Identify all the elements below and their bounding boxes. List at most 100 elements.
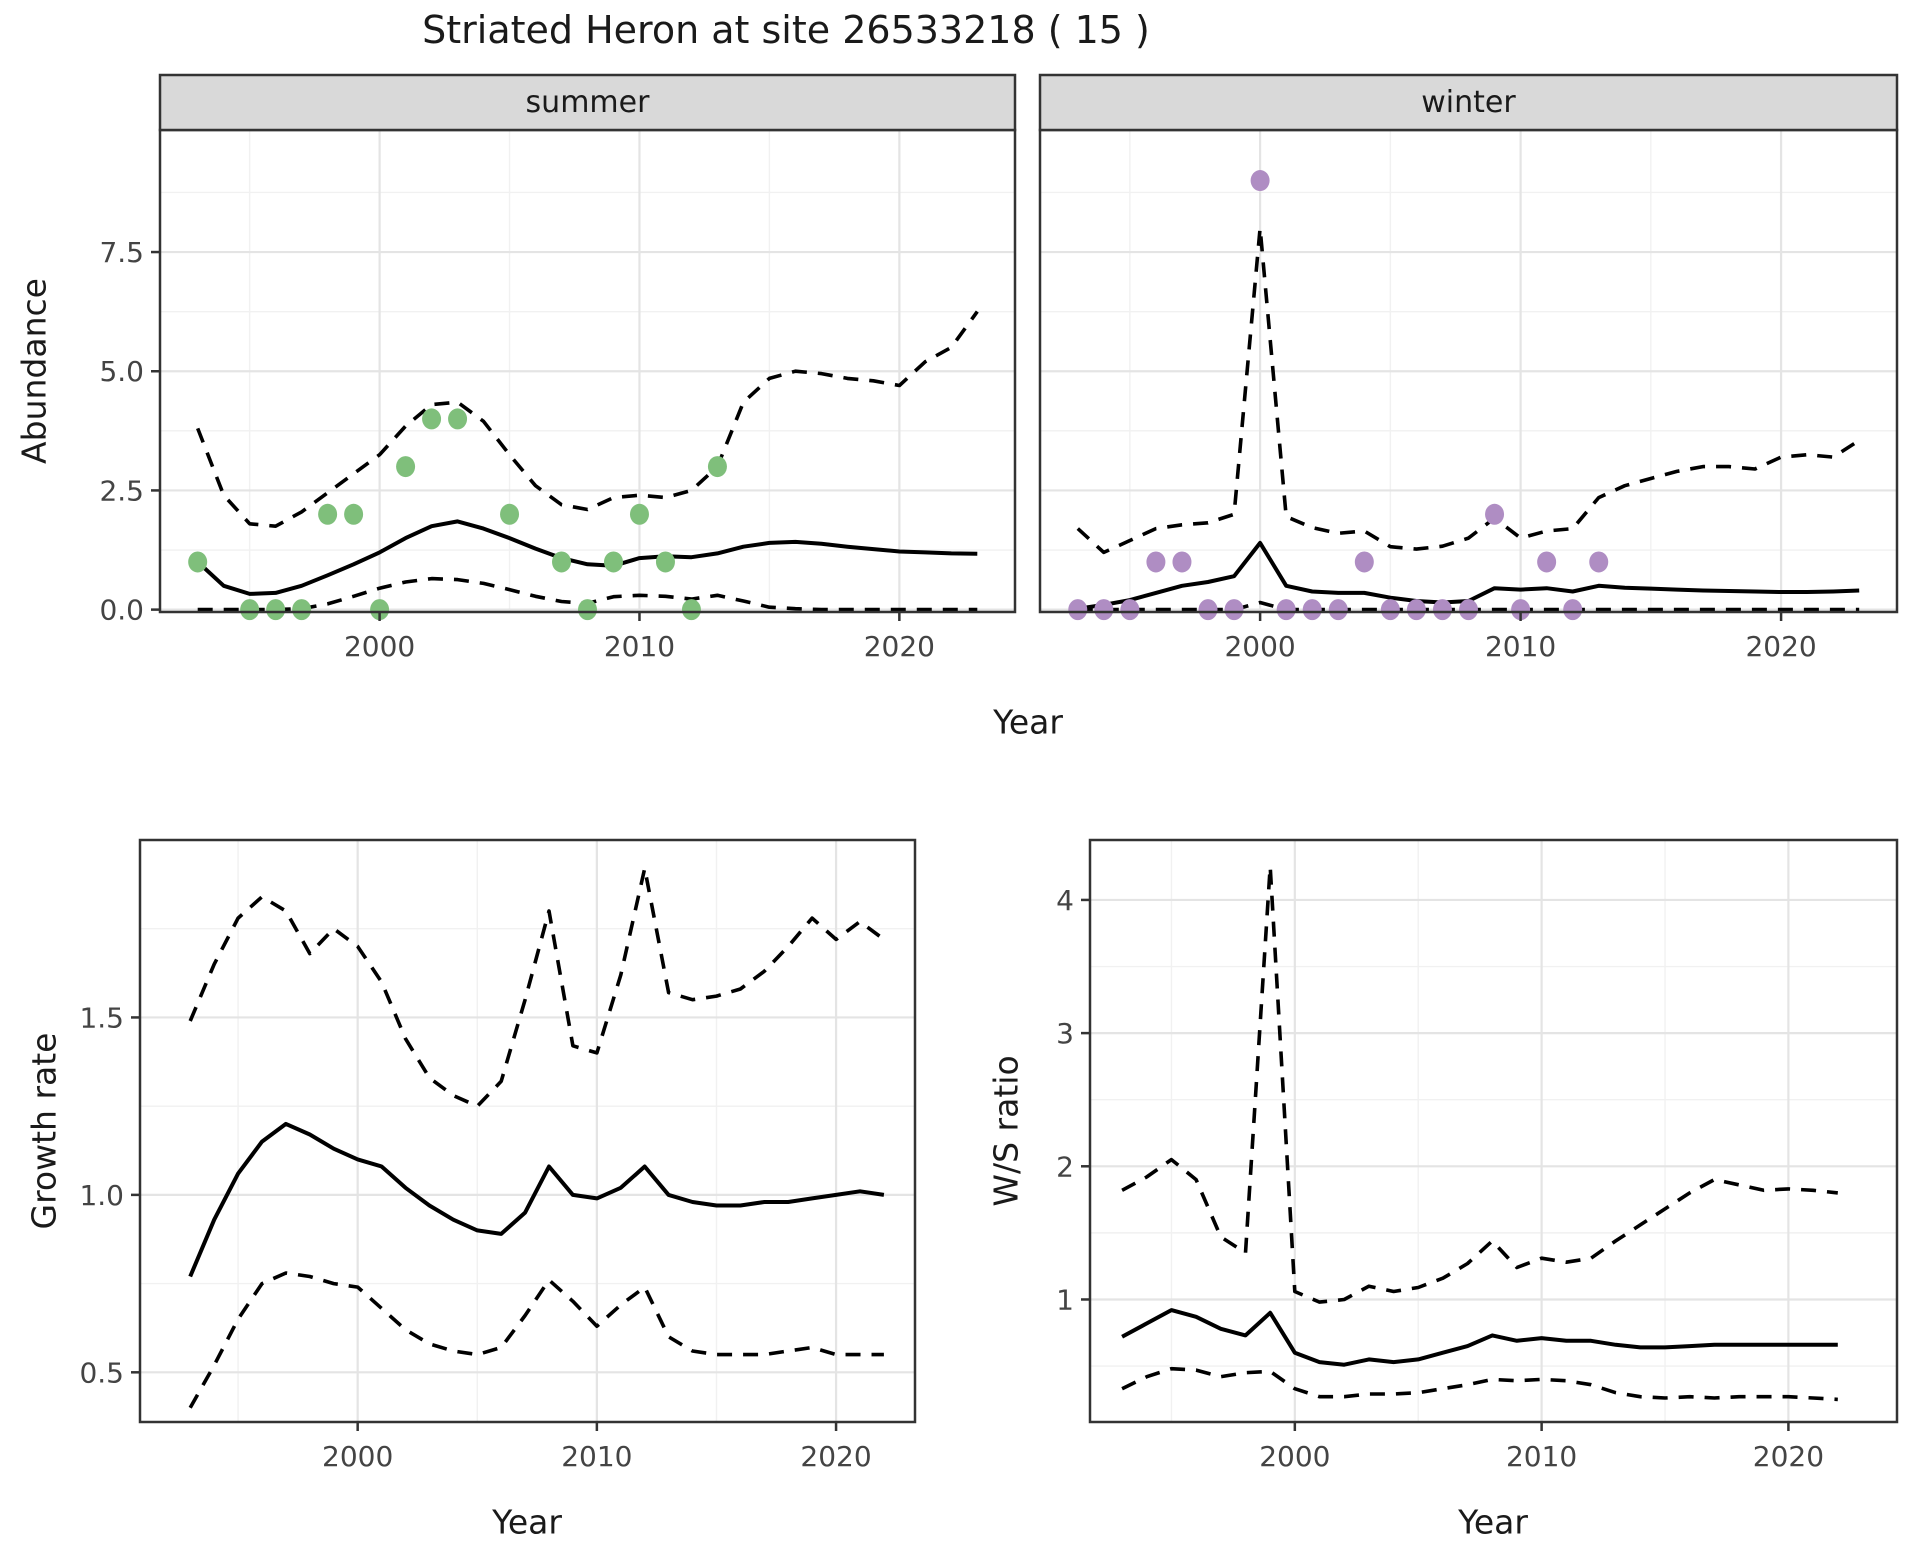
data-point xyxy=(552,551,572,573)
data-point xyxy=(448,408,468,430)
panel-border xyxy=(1088,838,1899,1424)
data-point xyxy=(603,551,623,573)
data-point xyxy=(1406,599,1426,621)
data-point xyxy=(1432,599,1452,621)
series-upper-ci-line xyxy=(188,866,885,1108)
y-axis-title-abundance: Abundance xyxy=(14,278,54,464)
data-point xyxy=(1328,599,1348,621)
panel-ws-ratio: 2000 2010 2020 1 2 3 4 xyxy=(1056,838,1899,1473)
x-axis-title-year-bottom-left: Year xyxy=(492,1502,562,1542)
y-tick-label: 1 xyxy=(1056,1283,1074,1316)
x-tick-label: 2000 xyxy=(1259,1440,1330,1473)
data-point xyxy=(629,503,649,525)
y-tick-label: 5.0 xyxy=(99,355,144,388)
series-upper-ci-line xyxy=(1121,864,1838,1304)
y-tick-label: 1.5 xyxy=(79,1001,124,1034)
x-tick-label: 2020 xyxy=(1753,1440,1824,1473)
data-point xyxy=(370,599,390,621)
data-point xyxy=(1302,599,1322,621)
data-point xyxy=(578,599,597,621)
y-tick-label: 7.5 xyxy=(99,236,144,269)
data-point xyxy=(655,551,675,573)
data-point xyxy=(240,599,260,621)
data-point xyxy=(266,599,286,621)
data-point xyxy=(292,599,312,621)
x-tick-label: 2010 xyxy=(561,1440,632,1473)
series-median-line xyxy=(188,1121,885,1278)
x-axis-title-year-top: Year xyxy=(993,702,1063,742)
data-point xyxy=(318,503,338,525)
facet-strip-box xyxy=(158,73,1017,132)
facet-strip-box xyxy=(1038,73,1899,132)
data-point xyxy=(1250,170,1270,192)
data-point xyxy=(1511,599,1531,621)
y-axis-title-ws-ratio: W/S ratio xyxy=(986,1055,1026,1207)
y-axis-title-growth-rate: Growth rate xyxy=(24,1032,64,1230)
series-lower-ci-line xyxy=(188,1271,884,1409)
data-point xyxy=(1589,551,1609,573)
data-point xyxy=(344,503,364,525)
data-point xyxy=(1146,551,1166,573)
points-observed-winter xyxy=(1068,170,1609,621)
x-tick-label: 2020 xyxy=(1745,630,1816,663)
panel-background xyxy=(1090,840,1897,1422)
data-point xyxy=(707,456,727,478)
data-point xyxy=(1224,599,1244,621)
x-tick-label: 2020 xyxy=(864,630,935,663)
data-point xyxy=(1537,551,1557,573)
data-point xyxy=(1120,599,1140,621)
y-tick-label: 0.0 xyxy=(99,594,144,627)
data-point xyxy=(500,503,520,525)
data-point xyxy=(1198,599,1218,621)
data-point xyxy=(681,599,701,621)
data-point xyxy=(188,551,208,573)
panel-background xyxy=(140,840,915,1422)
series-upper-ci-line xyxy=(1076,226,1861,555)
gridlines xyxy=(1040,130,1897,612)
panel-border xyxy=(138,838,917,1424)
figure-title: Striated Heron at site 26533218 ( 15 ) xyxy=(422,8,1150,52)
y-tick-label: 2.5 xyxy=(99,474,144,507)
data-point xyxy=(1094,599,1114,621)
series-median-line xyxy=(1121,1308,1838,1367)
x-tick-label: 2000 xyxy=(322,1440,393,1473)
y-tick-label: 1.0 xyxy=(79,1179,124,1212)
x-tick-label: 2010 xyxy=(1506,1440,1577,1473)
y-tick-label: 3 xyxy=(1056,1017,1074,1050)
x-tick-label: 2000 xyxy=(344,630,415,663)
y-tick-label: 4 xyxy=(1056,884,1074,917)
data-point xyxy=(396,456,416,478)
axis-growth-rate: 2000 2010 2020 0.5 1.0 1.5 xyxy=(79,1001,871,1473)
axis-abundance-summer: 2000 2010 2020 0.0 2.5 5.0 7.5 xyxy=(99,236,935,663)
x-tick-label: 2010 xyxy=(1485,630,1556,663)
series-median-line xyxy=(196,519,978,596)
series-upper-ci-line xyxy=(196,310,979,528)
panel-abundance-summer: 2000 2010 2020 0.0 2.5 5.0 7.5 xyxy=(99,73,1017,663)
x-tick-label: 2010 xyxy=(604,630,675,663)
x-tick-label: 2000 xyxy=(1224,630,1295,663)
data-point xyxy=(1485,503,1505,525)
x-axis-title-year-bottom-right: Year xyxy=(1458,1502,1528,1542)
panel-growth-rate: 2000 2010 2020 0.5 1.0 1.5 xyxy=(79,838,917,1473)
x-tick-label: 2020 xyxy=(800,1440,871,1473)
y-tick-label: 2 xyxy=(1056,1150,1074,1183)
data-point xyxy=(1172,551,1192,573)
data-point xyxy=(1459,599,1478,621)
data-point xyxy=(1380,599,1400,621)
panel-abundance-winter: 2000 2010 2020 xyxy=(1038,73,1899,663)
axis-abundance-winter: 2000 2010 2020 xyxy=(1224,612,1817,663)
data-point xyxy=(1354,551,1374,573)
data-point xyxy=(1563,599,1583,621)
data-point xyxy=(422,408,442,430)
series-lower-ci-line xyxy=(1121,1366,1838,1402)
facet-strip-winter: winter xyxy=(1421,85,1516,120)
data-point xyxy=(1068,599,1088,621)
axis-ws-ratio: 2000 2010 2020 1 2 3 4 xyxy=(1056,884,1824,1473)
y-tick-label: 0.5 xyxy=(79,1356,124,1389)
facet-strip-summer: summer xyxy=(525,85,650,120)
data-point xyxy=(1276,599,1296,621)
gridlines xyxy=(1090,840,1897,1422)
points-observed-summer xyxy=(188,408,727,621)
